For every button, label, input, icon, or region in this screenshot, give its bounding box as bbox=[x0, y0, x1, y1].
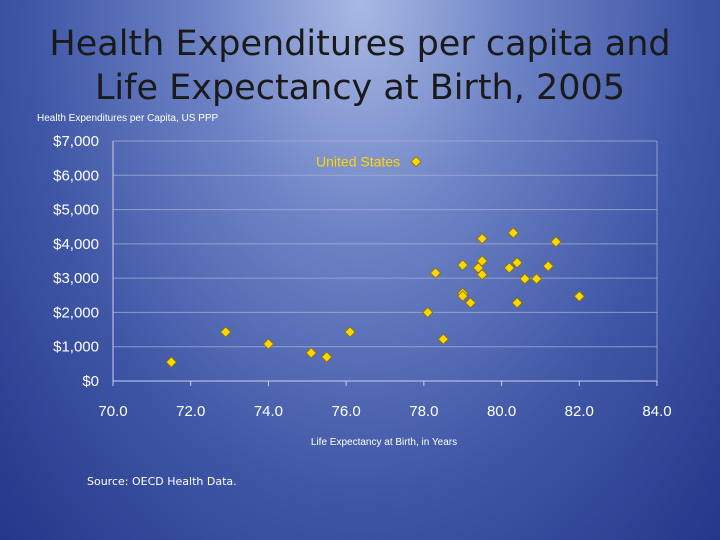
title-line-2: Life Expectancy at Birth, 2005 bbox=[94, 68, 626, 108]
annotations: United States bbox=[316, 154, 400, 170]
title-line-1: Health Expenditures per capita and bbox=[49, 24, 671, 64]
data-point bbox=[476, 233, 488, 245]
y-tick-label: $3,000 bbox=[53, 270, 99, 287]
y-tick-label: $5,000 bbox=[53, 202, 99, 219]
data-point bbox=[457, 290, 469, 302]
data-point bbox=[437, 333, 449, 345]
data-point bbox=[511, 257, 523, 269]
y-tick-label: $7,000 bbox=[53, 133, 99, 150]
data-point bbox=[530, 273, 543, 285]
y-tick-label: $1,000 bbox=[53, 339, 99, 356]
data-point bbox=[344, 326, 356, 338]
data-point bbox=[410, 156, 422, 168]
data-point bbox=[511, 297, 523, 309]
data-points bbox=[165, 156, 585, 368]
annotation-label: United States bbox=[316, 154, 400, 170]
x-axis-label: Life Expectancy at Birth, in Years bbox=[310, 437, 458, 448]
data-point bbox=[165, 356, 177, 368]
x-tick-label: 70.0 bbox=[98, 403, 127, 420]
source-note: Source: OECD Health Data. bbox=[87, 475, 237, 488]
x-tick-label: 78.0 bbox=[409, 403, 438, 420]
y-tick-label: $4,000 bbox=[53, 236, 99, 253]
axes bbox=[112, 141, 658, 386]
data-point bbox=[305, 347, 317, 359]
data-point bbox=[422, 306, 434, 318]
data-point bbox=[429, 267, 442, 279]
data-point bbox=[507, 227, 519, 239]
data-point bbox=[464, 297, 477, 309]
data-point bbox=[573, 290, 585, 302]
data-point bbox=[457, 259, 469, 271]
x-tick-label: 80.0 bbox=[487, 403, 516, 420]
data-point bbox=[542, 260, 554, 272]
grid-lines bbox=[113, 140, 658, 382]
x-tick-label: 82.0 bbox=[565, 403, 594, 420]
y-tick-label: $6,000 bbox=[53, 167, 99, 184]
y-tick-label: $2,000 bbox=[53, 304, 99, 321]
x-tick-label: 72.0 bbox=[176, 403, 205, 420]
y-axis-label: Health Expenditures per Capita, US PPP bbox=[37, 113, 219, 124]
data-point bbox=[519, 273, 531, 285]
data-point bbox=[262, 338, 274, 350]
data-point bbox=[550, 236, 562, 248]
data-point bbox=[476, 269, 488, 281]
data-point bbox=[472, 262, 484, 274]
data-point bbox=[220, 326, 232, 338]
data-point bbox=[503, 262, 515, 274]
x-tick-label: 76.0 bbox=[332, 403, 361, 420]
x-tick-label: 84.0 bbox=[642, 403, 671, 420]
y-tick-label: $0 bbox=[82, 373, 99, 390]
x-tick-label: 74.0 bbox=[254, 403, 283, 420]
tick-labels: $0 $1,000 $2,000 $3,000 $4,000 $5,000 $6,000 $7… bbox=[53, 133, 671, 420]
slide-title: Health Expenditures per capita and Life … bbox=[40, 22, 680, 110]
data-point bbox=[476, 255, 488, 267]
data-point bbox=[321, 351, 333, 363]
